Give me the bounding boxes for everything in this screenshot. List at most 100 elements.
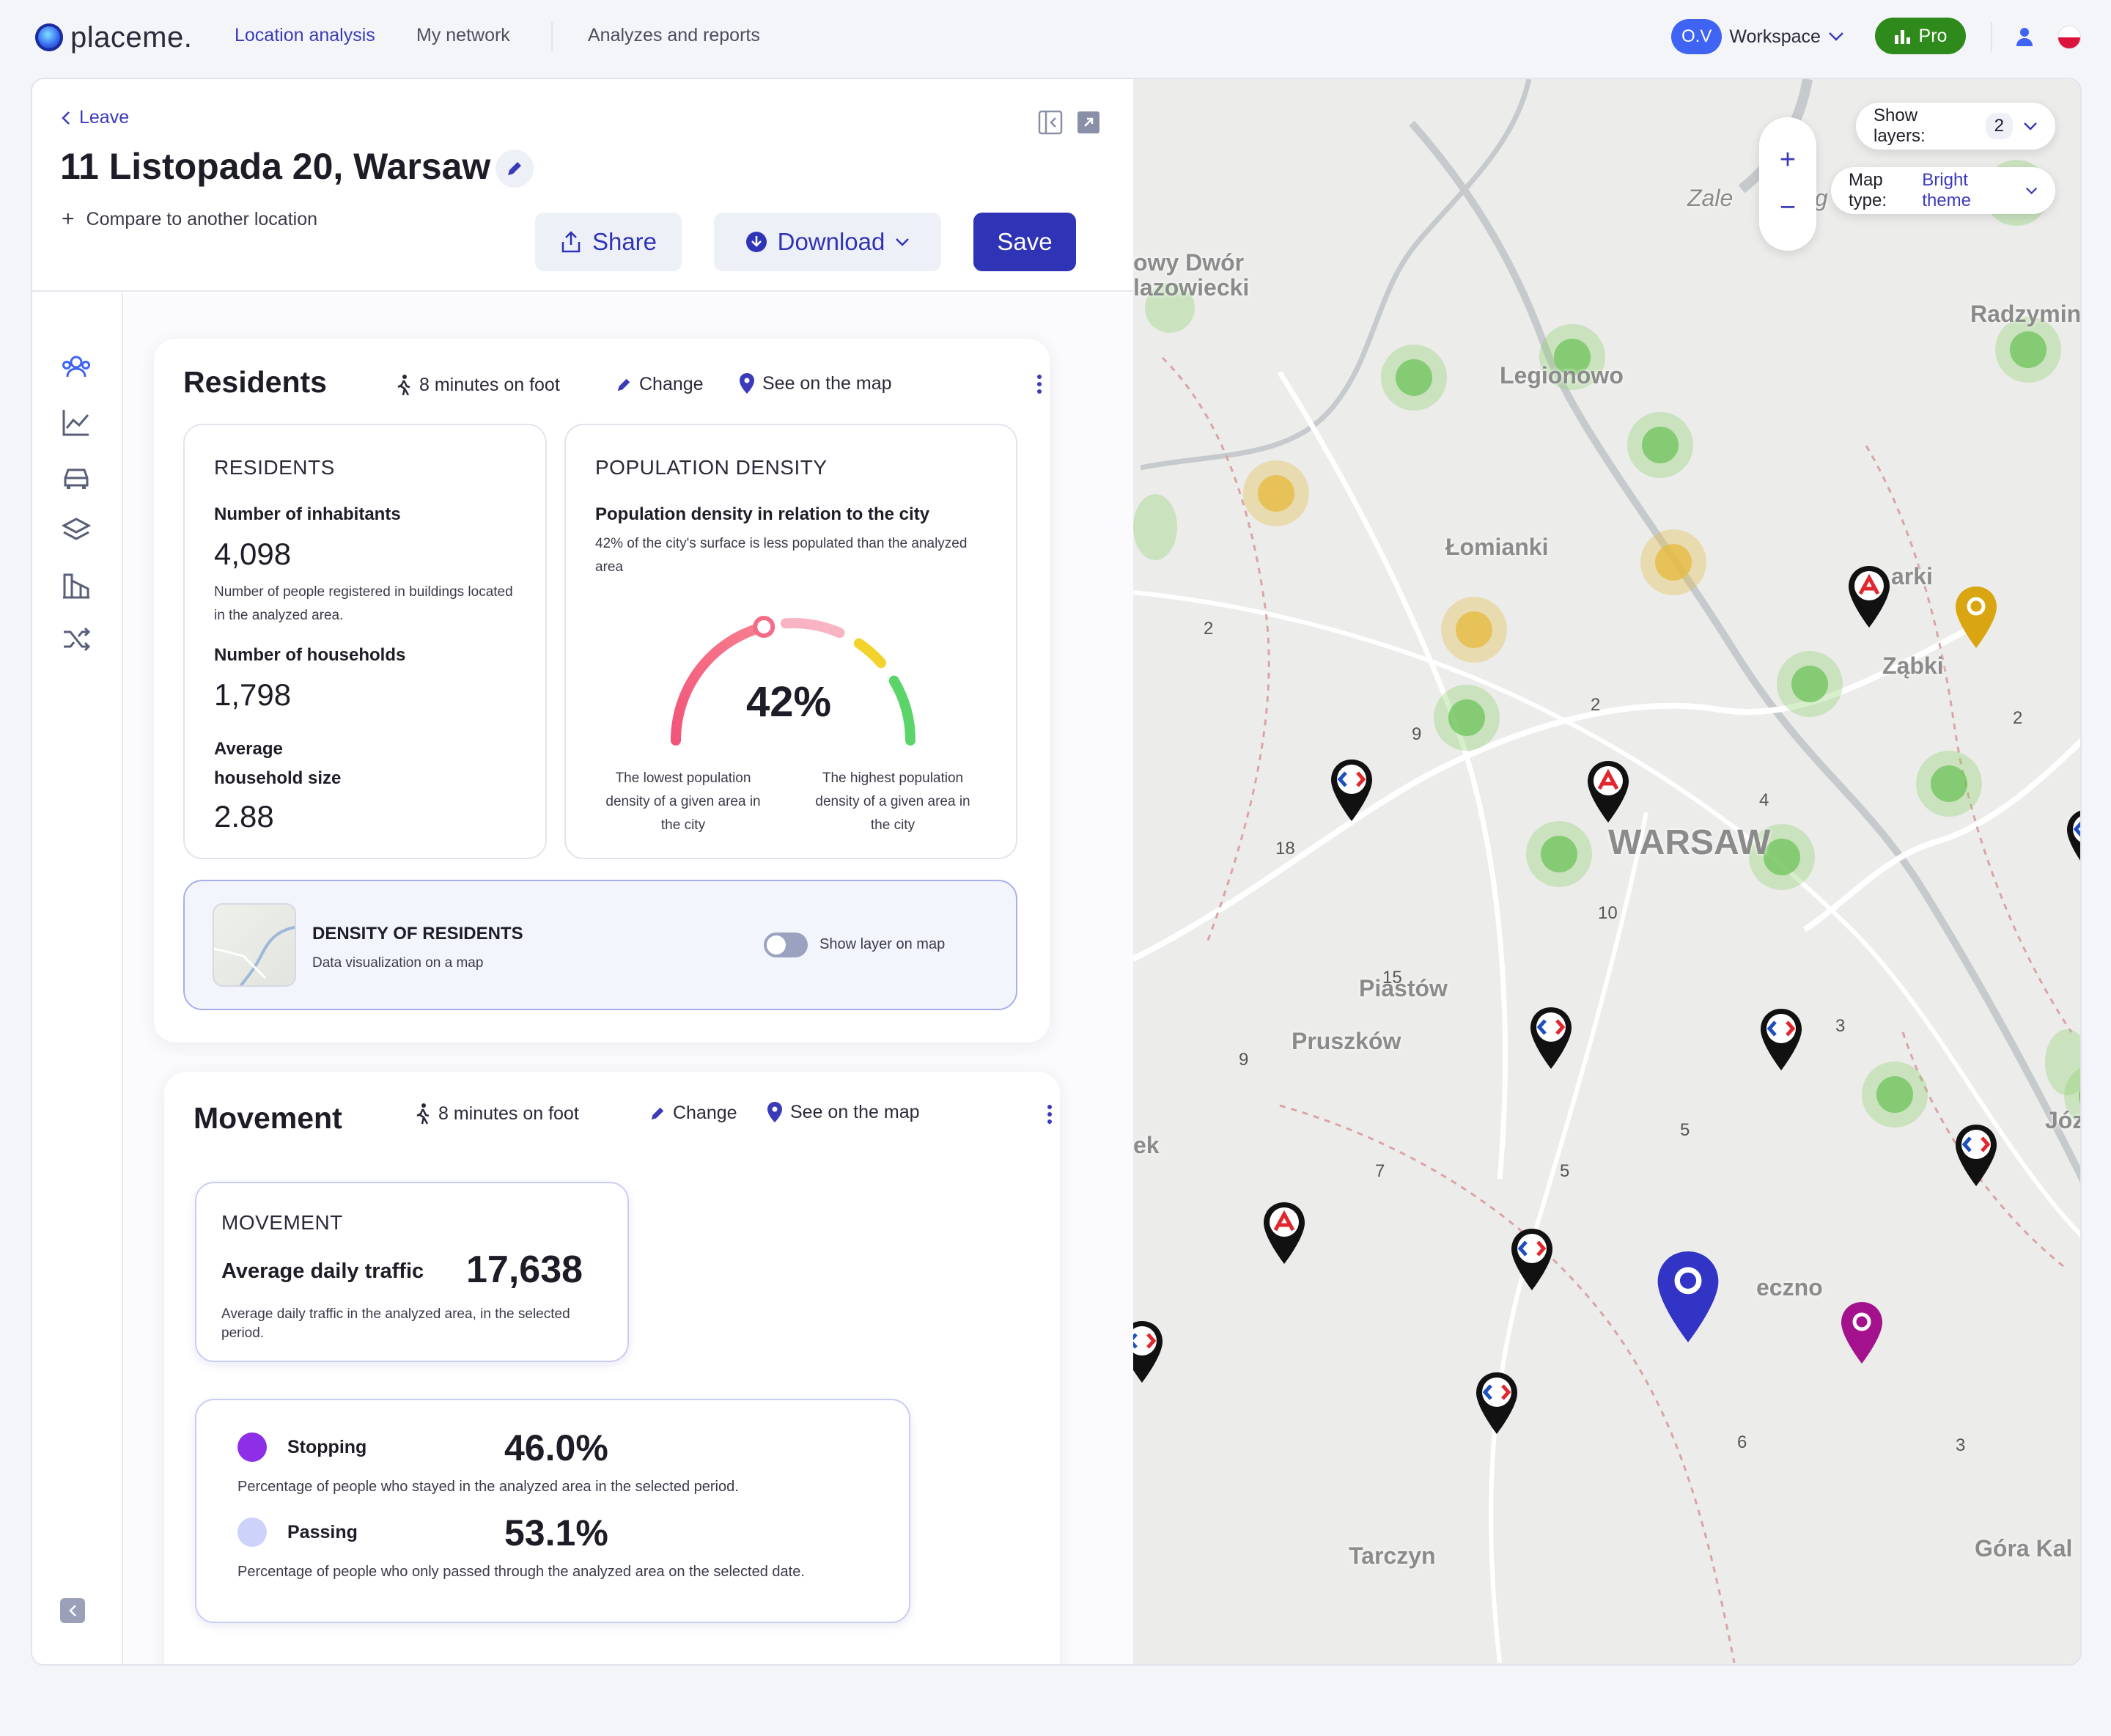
collapse-sidebar-button[interactable] <box>60 1598 85 1623</box>
density-circle-yellow[interactable] <box>1441 597 1507 663</box>
place-label: Radzymin <box>1970 301 2082 327</box>
user-icon[interactable] <box>2014 26 2035 47</box>
language-flag-icon[interactable] <box>2058 26 2080 48</box>
cluster-count[interactable]: 18 <box>1275 839 1295 858</box>
auchan-pin-icon[interactable] <box>1586 760 1630 824</box>
share-button[interactable]: Share <box>535 213 682 271</box>
place-label: Łomianki <box>1445 534 1549 560</box>
stopping-label: Stopping <box>287 1437 367 1457</box>
density-circle[interactable] <box>1381 345 1447 411</box>
pro-label: Pro <box>1918 25 1948 46</box>
layer-subtitle: Data visualization on a map <box>312 955 484 971</box>
cluster-count[interactable]: 9 <box>1412 724 1422 744</box>
cluster-count[interactable]: 3 <box>1956 1435 1966 1455</box>
analyzed-location-pin-icon[interactable] <box>1655 1249 1721 1345</box>
carrefour-pin-icon[interactable] <box>1133 1320 1164 1384</box>
carrefour-pin-icon[interactable] <box>2066 808 2082 872</box>
density-circle[interactable] <box>1627 412 1693 478</box>
cluster-count[interactable]: 2 <box>1591 695 1601 715</box>
gauge-segment-mid-high <box>853 638 887 669</box>
residents-mode: 8 minutes on foot <box>396 374 560 396</box>
movement-see-map-label: See on the map <box>790 1101 920 1122</box>
movement-change-link[interactable]: Change <box>649 1103 737 1124</box>
car-icon[interactable] <box>62 462 91 491</box>
carrefour-pin-icon[interactable] <box>1529 1006 1573 1070</box>
collapse-panel-icon[interactable] <box>1038 110 1063 135</box>
location-pin-yellow-icon[interactable] <box>1954 585 1998 650</box>
workspace-selector[interactable]: O.V Workspace <box>1671 19 1844 54</box>
stopping-value: 46.0% <box>504 1427 608 1468</box>
movement-see-map-link[interactable]: See on the map <box>767 1101 920 1123</box>
density-circle[interactable] <box>1777 651 1843 717</box>
map-type-control[interactable]: Map type: Bright theme <box>1831 167 2055 214</box>
chevron-left-icon <box>69 1605 76 1617</box>
zoom-in-button[interactable]: + <box>1779 144 1797 175</box>
location-pin-purple-icon[interactable] <box>1840 1301 1884 1365</box>
buildings-icon[interactable] <box>62 570 91 600</box>
save-button[interactable]: Save <box>973 213 1076 271</box>
cluster-count[interactable]: 9 <box>1239 1050 1249 1070</box>
density-circle[interactable] <box>1862 1062 1928 1128</box>
place-label: Ząbki <box>1882 652 1944 679</box>
cluster-count[interactable]: 4 <box>1759 790 1769 810</box>
residents-icon[interactable] <box>62 352 91 381</box>
chart-icon[interactable] <box>62 408 91 437</box>
density-circle[interactable] <box>1434 685 1500 751</box>
cluster-count[interactable]: 15 <box>1382 968 1402 987</box>
analysis-content: Residents 8 minutes on foot Change See o… <box>125 293 1133 1664</box>
gauge-marker <box>753 616 775 639</box>
chevron-left-icon <box>62 111 70 125</box>
nav-my-network[interactable]: My network <box>416 25 510 45</box>
movement-change-label: Change <box>673 1103 737 1123</box>
place-label: arki <box>1891 563 1933 589</box>
layers-icon[interactable] <box>62 516 91 545</box>
movement-card-caption: MOVEMENT <box>221 1211 343 1234</box>
cluster-count[interactable]: 10 <box>1598 903 1618 923</box>
density-circle[interactable] <box>1995 317 2061 383</box>
more-options-icon[interactable] <box>1047 1104 1053 1125</box>
location-title: 11 Listopada 20, Warsaw <box>60 146 491 187</box>
shuffle-icon[interactable] <box>62 625 91 654</box>
cluster-count[interactable]: 2 <box>1204 619 1214 639</box>
cluster-count[interactable]: 5 <box>1560 1161 1570 1181</box>
cluster-count[interactable]: 5 <box>1680 1120 1690 1140</box>
density-circle[interactable] <box>2064 1063 2080 1129</box>
compare-link[interactable]: + Compare to another location <box>62 207 317 232</box>
carrefour-pin-icon[interactable] <box>1954 1123 1998 1188</box>
carrefour-pin-icon[interactable] <box>1475 1371 1519 1435</box>
placeme-logo[interactable]: placeme. <box>35 19 192 56</box>
show-layer-toggle[interactable] <box>764 933 808 957</box>
map-view[interactable]: owy Dwór lazowiecki Legionowo Radzymin Ł… <box>1133 79 2082 1664</box>
cluster-count[interactable]: 3 <box>1835 1016 1846 1036</box>
leave-link[interactable]: Leave <box>62 107 129 128</box>
density-circle[interactable] <box>1526 821 1592 887</box>
nav-location-analysis[interactable]: Location analysis <box>235 25 375 45</box>
density-circle[interactable] <box>1916 751 1982 817</box>
residents-title: Residents <box>183 365 327 399</box>
expand-icon[interactable] <box>1076 110 1101 135</box>
residents-see-map-label: See on the map <box>762 372 892 394</box>
cluster-count[interactable]: 7 <box>1375 1161 1385 1181</box>
edit-title-button[interactable] <box>495 150 534 188</box>
zoom-out-button[interactable]: − <box>1779 192 1797 223</box>
residents-change-link[interactable]: Change <box>616 374 704 395</box>
density-circle[interactable] <box>1749 824 1815 890</box>
density-circle-yellow[interactable] <box>1243 460 1309 526</box>
density-circle[interactable] <box>1539 324 1605 390</box>
density-circle-yellow[interactable] <box>1640 529 1706 595</box>
more-options-icon[interactable] <box>1036 374 1042 394</box>
show-layers-control[interactable]: Show layers: 2 <box>1856 103 2055 150</box>
traffic-value: 17,638 <box>466 1248 583 1291</box>
nav-analyzes-reports[interactable]: Analyzes and reports <box>588 25 760 45</box>
carrefour-pin-icon[interactable] <box>1330 758 1374 823</box>
residents-see-map-link[interactable]: See on the map <box>739 372 892 394</box>
auchan-pin-icon[interactable] <box>1847 564 1891 629</box>
cluster-count[interactable]: 6 <box>1737 1432 1747 1452</box>
cluster-count[interactable]: 2 <box>2013 708 2023 728</box>
pro-button[interactable]: Pro <box>1875 18 1966 54</box>
auchan-pin-icon[interactable] <box>1262 1201 1306 1265</box>
download-button[interactable]: Download <box>714 213 941 271</box>
header-divider <box>1991 22 1992 51</box>
carrefour-pin-icon[interactable] <box>1759 1007 1803 1072</box>
carrefour-pin-icon[interactable] <box>1510 1227 1554 1292</box>
